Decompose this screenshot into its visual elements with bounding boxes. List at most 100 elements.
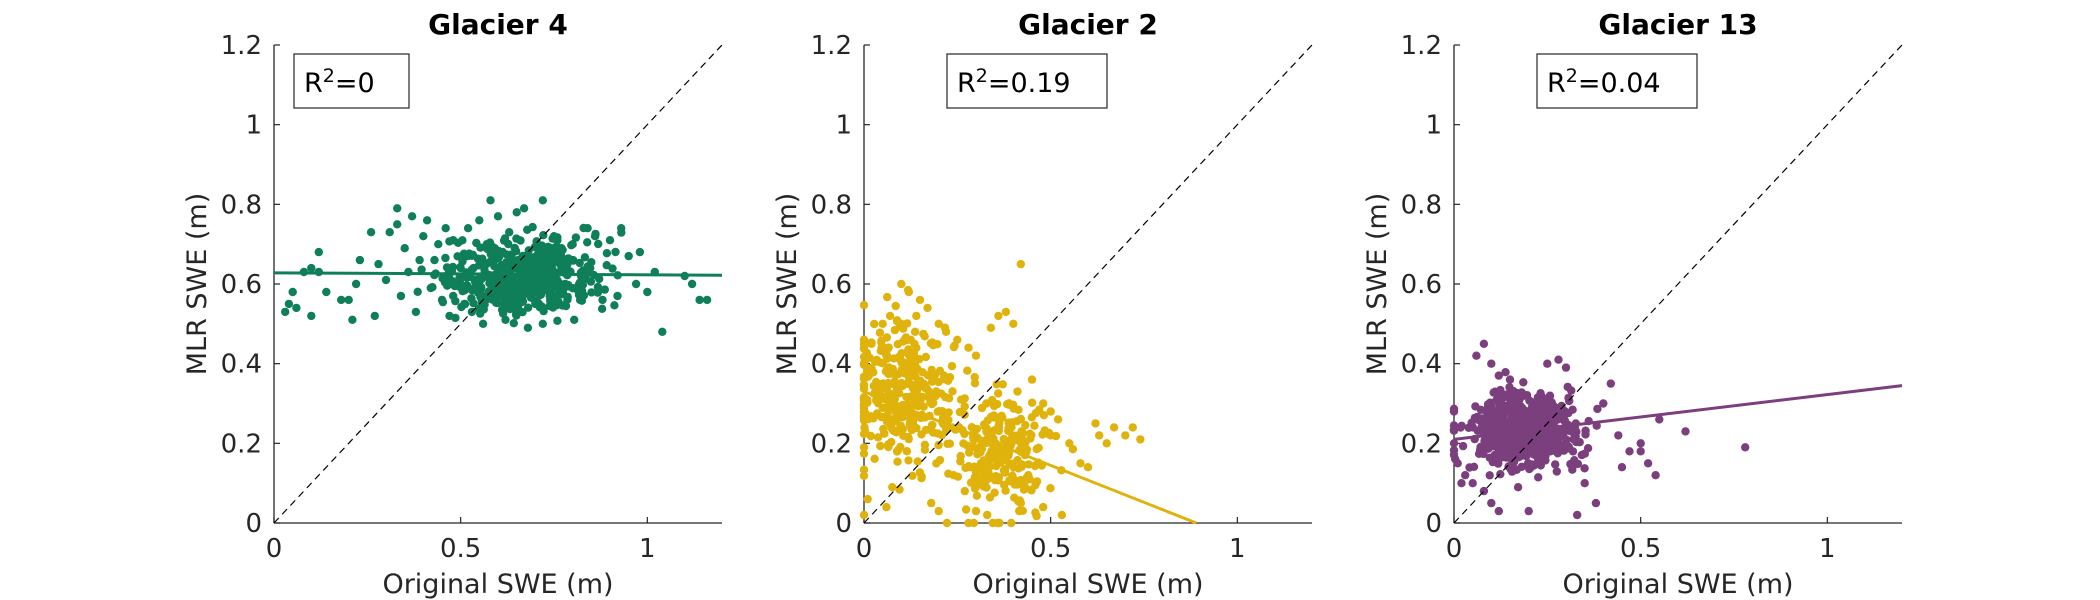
data-point [891,301,900,311]
data-point [307,263,316,273]
data-point [441,253,450,263]
data-point [882,379,891,389]
data-point [1001,307,1011,317]
data-point [441,224,450,233]
annotation-base: R [957,68,976,99]
one-to-one-line [273,44,723,524]
y-tick-label: 1 [1425,111,1442,141]
data-point [920,440,930,449]
data-point [542,251,552,260]
y-axis-label: MLR SWE (m) [182,193,213,376]
y-tick-label: 1.2 [811,31,852,61]
data-point [314,247,323,257]
data-point [1461,471,1470,480]
data-point [927,421,937,430]
data-point [1009,475,1019,485]
data-point [1507,467,1517,476]
data-point [935,455,945,465]
data-point [1580,464,1589,473]
data-point [472,238,481,248]
data-point [998,380,1007,389]
data-point [896,421,905,430]
data-point [1121,431,1130,440]
x-tick-label: 0 [856,534,873,564]
data-point [1456,423,1465,432]
data-point [866,339,875,348]
data-point [519,204,529,213]
data-point [942,425,951,435]
data-point [355,255,365,265]
data-point [1581,430,1590,439]
data-point [859,443,869,452]
data-point [322,287,331,297]
data-point [1487,359,1496,368]
data-point [883,292,892,302]
annotation-box [293,53,410,109]
data-point [1517,462,1526,471]
data-point [1543,359,1552,368]
data-point [1449,404,1459,413]
data-point [538,196,547,205]
scatter-points [859,259,1145,528]
data-point [970,373,979,382]
data-point [990,426,999,435]
annotation-value: =0 [335,68,375,99]
data-point [1136,435,1145,444]
data-point [1741,443,1750,452]
data-point [875,328,885,337]
data-point [892,316,902,325]
data-point [1495,448,1505,458]
data-point [983,510,992,520]
annotation-text: R2=0.04 [1547,65,1661,99]
data-point [370,311,379,321]
data-point [859,471,869,480]
data-point [897,279,906,289]
data-point [337,295,346,305]
data-point [1548,438,1557,447]
data-point [1030,421,1039,430]
data-point [878,412,887,422]
data-point [545,292,554,301]
data-point [985,462,994,471]
data-point [999,466,1009,475]
data-point [931,392,940,401]
data-point [1593,404,1602,414]
data-point [859,465,869,474]
data-point [488,280,497,290]
data-point [541,243,550,252]
data-point [1482,442,1492,451]
data-point [902,447,912,456]
data-point [643,287,652,297]
data-point [887,369,897,378]
data-point [580,253,590,262]
data-point [571,233,581,242]
data-point [894,411,903,420]
data-point [1580,479,1589,488]
data-point [292,303,301,313]
data-point [1575,438,1584,447]
data-point [1505,375,1515,384]
data-point [900,368,909,377]
x-tick-label: 1 [1229,534,1246,564]
y-tick-label: 0.4 [1401,350,1442,380]
data-point [934,506,943,516]
data-point [894,388,903,397]
data-point [940,323,950,332]
data-point [1449,450,1459,460]
data-point [903,285,913,295]
y-axis-label: MLR SWE (m) [1362,193,1393,376]
data-point [451,313,460,323]
regression-line [1453,384,1903,441]
data-point [878,403,887,413]
data-point [1534,473,1543,482]
data-point [982,483,991,492]
data-point [1573,459,1583,469]
data-point [1636,439,1645,448]
data-point [1006,440,1016,449]
data-point [883,351,892,361]
regression-line [273,271,723,277]
y-tick-label: 0 [1425,509,1442,539]
data-point [929,428,938,437]
data-point [1550,417,1559,426]
data-point [564,254,573,263]
